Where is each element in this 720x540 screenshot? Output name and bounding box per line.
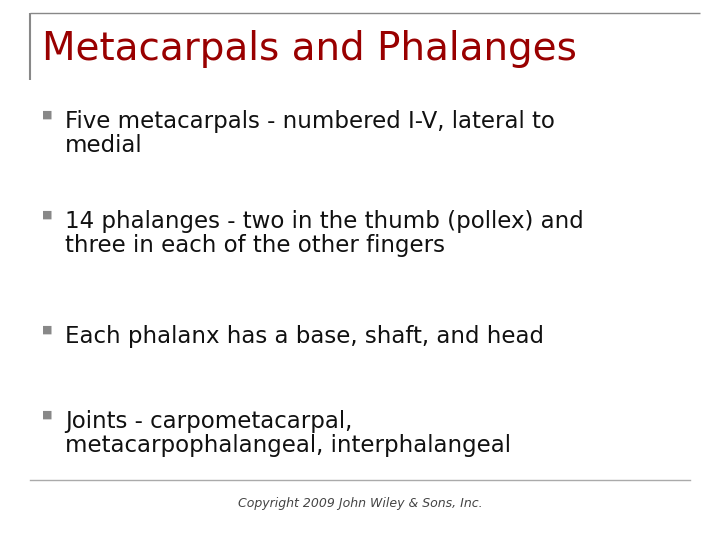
- Text: ■: ■: [42, 410, 53, 420]
- Text: Each phalanx has a base, shaft, and head: Each phalanx has a base, shaft, and head: [65, 325, 544, 348]
- Text: medial: medial: [65, 134, 143, 157]
- Text: Joints - carpometacarpal,: Joints - carpometacarpal,: [65, 410, 352, 433]
- Text: ■: ■: [42, 325, 53, 335]
- Text: metacarpophalangeal, interphalangeal: metacarpophalangeal, interphalangeal: [65, 434, 511, 457]
- Text: Copyright 2009 John Wiley & Sons, Inc.: Copyright 2009 John Wiley & Sons, Inc.: [238, 497, 482, 510]
- Text: Metacarpals and Phalanges: Metacarpals and Phalanges: [42, 30, 577, 68]
- Text: 14 phalanges - two in the thumb (pollex) and: 14 phalanges - two in the thumb (pollex)…: [65, 210, 584, 233]
- Text: ■: ■: [42, 210, 53, 220]
- Text: ■: ■: [42, 110, 53, 120]
- Text: three in each of the other fingers: three in each of the other fingers: [65, 234, 445, 257]
- Text: Five metacarpals - numbered I-V, lateral to: Five metacarpals - numbered I-V, lateral…: [65, 110, 555, 133]
